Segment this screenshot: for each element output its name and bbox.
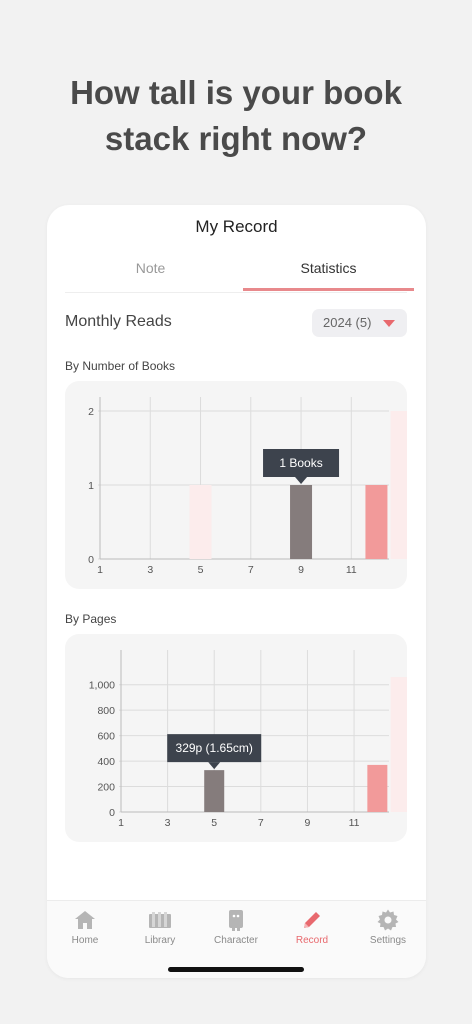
tooltip: 329p (1.65cm): [167, 734, 262, 770]
y-tick-label: 0: [88, 554, 94, 566]
character-icon: [229, 910, 243, 931]
x-tick-label: 11: [346, 564, 357, 576]
y-tick-label: 200: [97, 782, 115, 794]
tooltip-box: [167, 734, 262, 763]
bottom-nav: Home Library Character: [47, 900, 426, 978]
promo-headline: How tall is your book stack right now?: [0, 70, 472, 162]
bar-month-11: [367, 764, 388, 812]
nav-library-label: Library: [144, 935, 176, 946]
x-tick-label: 5: [198, 564, 204, 576]
bar-month-4: [189, 485, 212, 559]
x-tick-label: 3: [147, 564, 153, 576]
tooltip-box: [263, 449, 340, 477]
nav-library[interactable]: Library: [122, 907, 198, 957]
nav-settings-label: Settings: [369, 935, 407, 946]
year-dropdown-value: 2024 (5): [323, 315, 372, 330]
y-tick-label: 400: [97, 756, 115, 768]
chart-title-books: By Number of Books: [65, 359, 176, 373]
tooltip-pointer: [208, 762, 221, 770]
headline-line-2: stack right now?: [104, 120, 368, 157]
library-icon: [149, 912, 171, 928]
pages-chart: 0 200 400 600 800 1,000 1 3 5 7 9 11 329p (1.65cm): [89, 650, 407, 829]
bar-month-8: [290, 485, 313, 559]
tab-bar: Note Statistics: [65, 253, 414, 293]
x-tick-label: 3: [165, 817, 171, 829]
monthly-reads-title: Monthly Reads: [65, 313, 172, 330]
chart-card-pages: 0 200 400 600 800 1,000 1 3 5 7 9 11 329p (1.65cm): [65, 634, 407, 842]
x-tick-label: 9: [298, 564, 304, 576]
tab-note[interactable]: Note: [135, 260, 166, 276]
tooltip-text: 1 Books: [279, 456, 322, 470]
y-tick-label: 1,000: [89, 680, 115, 692]
bar-month-4: [204, 770, 225, 812]
bar-month-11: [365, 485, 388, 559]
x-tick-label: 1: [97, 564, 103, 576]
year-dropdown[interactable]: 2024 (5): [312, 309, 407, 337]
x-tick-label: 7: [248, 564, 254, 576]
caret-down-icon: [383, 320, 395, 327]
headline-line-1: How tall is your book: [70, 74, 402, 111]
nav-home[interactable]: Home: [47, 907, 123, 957]
tooltip-pointer: [295, 477, 308, 484]
tooltip: 1 Books: [263, 449, 340, 484]
x-tick-label: 11: [349, 817, 360, 829]
y-tick-label: 0: [109, 807, 115, 819]
nav-record[interactable]: Record: [274, 907, 350, 957]
x-tick-label: 9: [305, 817, 311, 829]
x-tick-label: 1: [118, 817, 124, 829]
y-tick-label: 800: [97, 705, 115, 717]
chart-card-books: 0 1 2 1 3 5 7 9 11 1 Books: [65, 381, 407, 589]
bar-month-12: [390, 677, 407, 812]
page-title: My Record: [195, 217, 278, 236]
nav-record-label: Record: [295, 935, 329, 946]
y-tick-label: 2: [88, 406, 94, 418]
nav-home-label: Home: [71, 935, 99, 946]
chart-title-pages: By Pages: [65, 612, 117, 626]
x-tick-label: 5: [211, 817, 217, 829]
nav-character[interactable]: Character: [198, 907, 274, 957]
x-tick-label: 7: [258, 817, 264, 829]
nav-settings[interactable]: Settings: [350, 907, 426, 957]
y-tick-label: 1: [88, 480, 94, 492]
home-indicator: [168, 967, 304, 972]
phone-screen: My Record Note Statistics Monthly Reads …: [47, 205, 426, 978]
home-icon: [75, 911, 95, 929]
tooltip-text: 329p (1.65cm): [176, 741, 253, 755]
bar-month-12: [390, 411, 407, 559]
tab-statistics[interactable]: Statistics: [243, 253, 414, 291]
nav-character-label: Character: [214, 935, 258, 946]
pencil-icon: [304, 912, 320, 928]
gear-icon: [377, 909, 399, 931]
y-tick-label: 600: [97, 731, 115, 743]
